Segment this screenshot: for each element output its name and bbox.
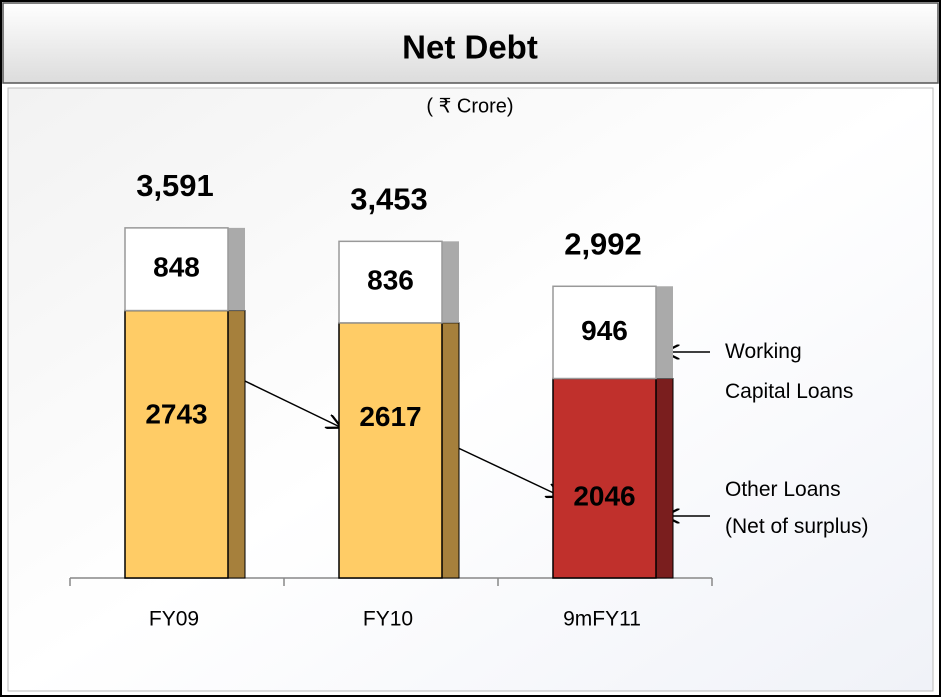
bar-shadow (655, 378, 674, 579)
value-label: 2046 (573, 481, 635, 512)
chart-title: Net Debt (402, 29, 538, 66)
value-label: 848 (153, 252, 200, 283)
x-tick-label: FY10 (363, 608, 413, 631)
total-label: 3,591 (136, 168, 214, 203)
bar-shadow (441, 322, 460, 579)
value-label: 946 (581, 315, 628, 346)
value-label: 2617 (359, 401, 421, 432)
value-label: 836 (367, 264, 414, 295)
bar-shadow (227, 310, 246, 579)
x-tick-label: 9mFY11 (563, 608, 641, 631)
bar-segment (124, 309, 229, 579)
bar-shadow (656, 286, 673, 379)
bar-segment (552, 285, 657, 380)
x-tick-label: FY09 (149, 608, 199, 631)
header (2, 2, 939, 84)
bar-segment (338, 322, 443, 579)
bar-segment (124, 227, 229, 312)
value-label: 2743 (145, 399, 207, 430)
legend-label: Other Loans (Net of surplus) (725, 478, 869, 538)
legend-label: Working Capital Loans (725, 340, 853, 403)
bar-shadow (442, 241, 459, 323)
bar-segment (552, 377, 657, 579)
subtitle: ( ₹ Crore) (426, 95, 513, 117)
total-label: 3,453 (350, 182, 428, 217)
total-label: 2,992 (564, 226, 642, 261)
bar-segment (338, 240, 443, 324)
bar-shadow (228, 227, 245, 311)
